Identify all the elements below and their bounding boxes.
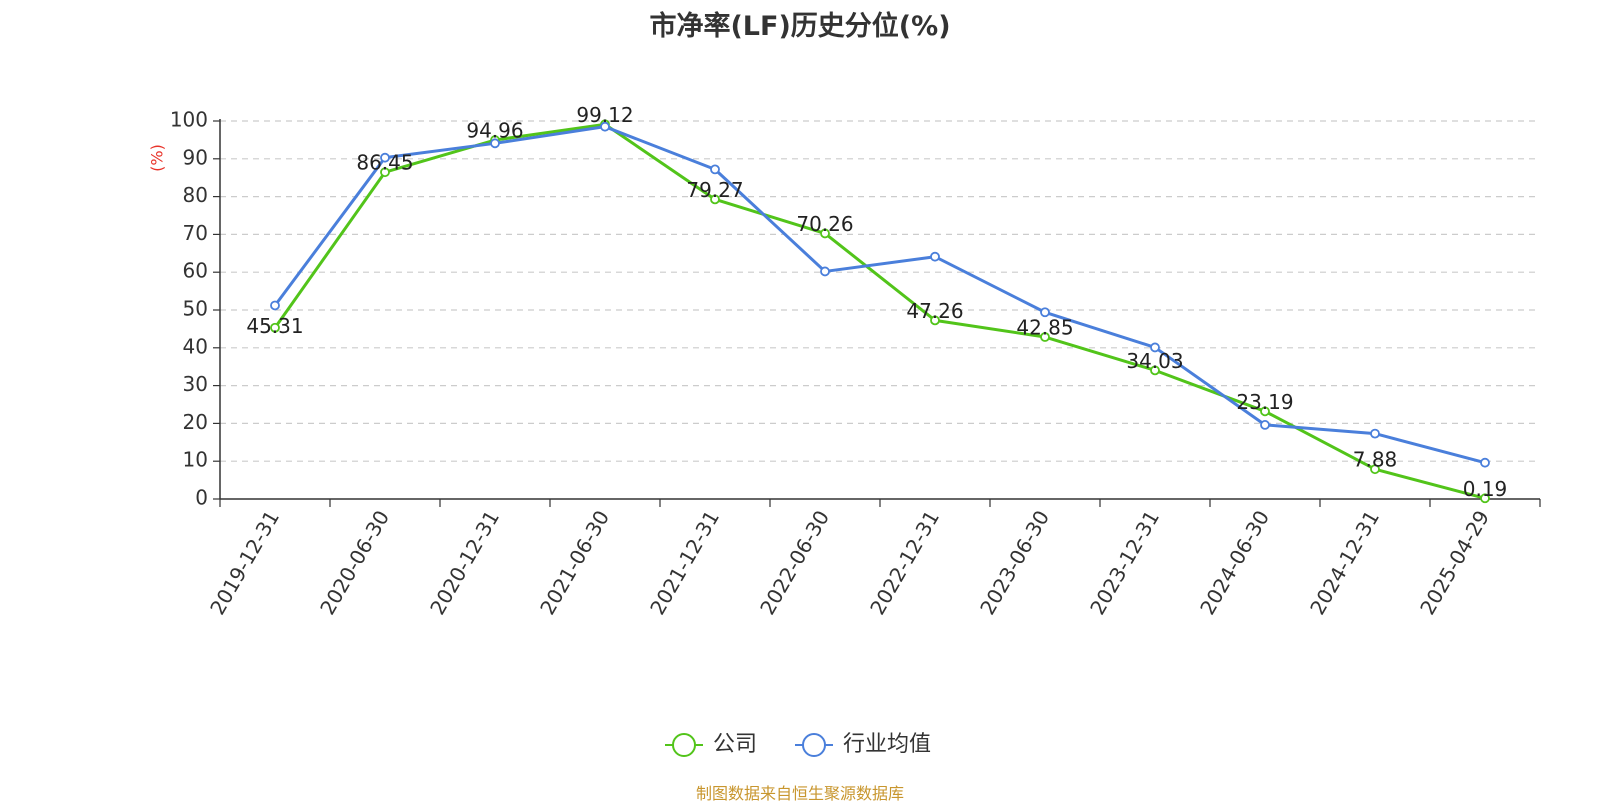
data-label: 86.45 — [356, 151, 413, 175]
y-tick-label: 0 — [195, 486, 208, 510]
x-tick-label: 2022-06-30 — [755, 506, 834, 619]
data-label: 94.96 — [466, 119, 523, 143]
legend-label: 行业均值 — [843, 732, 931, 757]
data-point — [820, 228, 830, 239]
legend-label: 公司 — [713, 732, 757, 757]
x-tick-label: 2020-06-30 — [315, 506, 394, 619]
data-label: 23.19 — [1236, 390, 1293, 414]
data-point — [380, 167, 390, 178]
y-tick-label: 20 — [183, 410, 208, 434]
data-label: 34.03 — [1126, 349, 1183, 373]
x-tick-label: 2022-12-31 — [865, 506, 944, 619]
data-point — [1040, 332, 1050, 342]
y-tick-label: 30 — [183, 372, 208, 396]
y-tick-label: 40 — [183, 334, 208, 358]
y-axis-label: (%) — [148, 144, 167, 172]
data-label: 79.27 — [686, 178, 743, 202]
data-label: 0.19 — [1463, 477, 1508, 501]
data-point — [820, 266, 830, 277]
x-tick-label: 2025-04-29 — [1415, 506, 1494, 619]
data-point — [1370, 464, 1380, 475]
x-tick-label: 2023-12-31 — [1085, 506, 1164, 619]
data-point — [1150, 365, 1160, 376]
data-point — [1480, 493, 1490, 504]
data-point — [930, 315, 940, 326]
data-point — [1040, 307, 1050, 318]
y-tick-label: 100 — [170, 108, 208, 132]
data-point — [1260, 406, 1270, 417]
y-tick-label: 10 — [183, 448, 208, 472]
x-tick-label: 2020-12-31 — [425, 506, 504, 619]
x-tick-label: 2023-06-30 — [975, 506, 1054, 619]
y-tick-label: 60 — [183, 259, 208, 283]
series-line-2 — [273, 125, 1486, 465]
data-point — [1260, 420, 1270, 430]
data-point — [1370, 428, 1380, 439]
data-labels: 45.31 86.45 94.96 99.12 79.27 70.26 47.26 42.85… — [246, 103, 1507, 501]
legend-marker — [672, 733, 696, 757]
grid-lines — [220, 120, 1540, 462]
data-point — [270, 300, 280, 311]
data-point — [1480, 457, 1490, 468]
x-tick-label: 2021-12-31 — [645, 506, 724, 619]
x-tick-label: 2021-06-30 — [535, 506, 614, 619]
data-label: 42.85 — [1016, 316, 1073, 340]
data-label: 70.26 — [796, 212, 853, 236]
x-tick-label: 2024-12-31 — [1305, 506, 1384, 619]
series-lines — [270, 119, 1490, 504]
data-point — [1150, 342, 1160, 353]
y-tick-label: 70 — [183, 221, 208, 245]
y-tick-label: 90 — [183, 145, 208, 169]
data-point — [710, 194, 720, 205]
x-tick-label: 2019-12-31 — [205, 506, 284, 619]
chart-title: 市净率(LF)历史分位(%) — [649, 11, 951, 42]
data-point — [710, 164, 720, 175]
data-point — [380, 152, 390, 163]
data-point — [490, 138, 500, 149]
data-label: 99.12 — [576, 103, 633, 127]
x-tick-label: 2024-06-30 — [1195, 506, 1274, 619]
data-point — [270, 322, 280, 333]
legend: 公司 行业均值 — [665, 732, 931, 757]
data-point — [600, 121, 610, 132]
series-line-1 — [273, 122, 1486, 500]
data-label: 7.88 — [1353, 448, 1398, 472]
source-note: 制图数据来自恒生聚源数据库 — [695, 784, 904, 803]
data-label: 45.31 — [246, 314, 303, 338]
y-tick-label: 50 — [183, 297, 208, 321]
data-point — [930, 251, 940, 262]
data-label: 47.26 — [906, 299, 963, 323]
y-tick-label: 80 — [183, 183, 208, 207]
legend-marker — [802, 733, 826, 757]
